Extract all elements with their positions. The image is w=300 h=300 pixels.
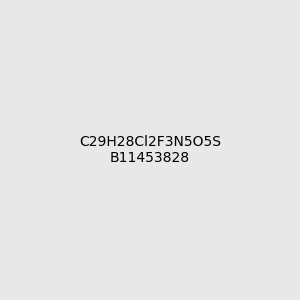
Text: C29H28Cl2F3N5O5S
B11453828: C29H28Cl2F3N5O5S B11453828 — [79, 135, 221, 165]
